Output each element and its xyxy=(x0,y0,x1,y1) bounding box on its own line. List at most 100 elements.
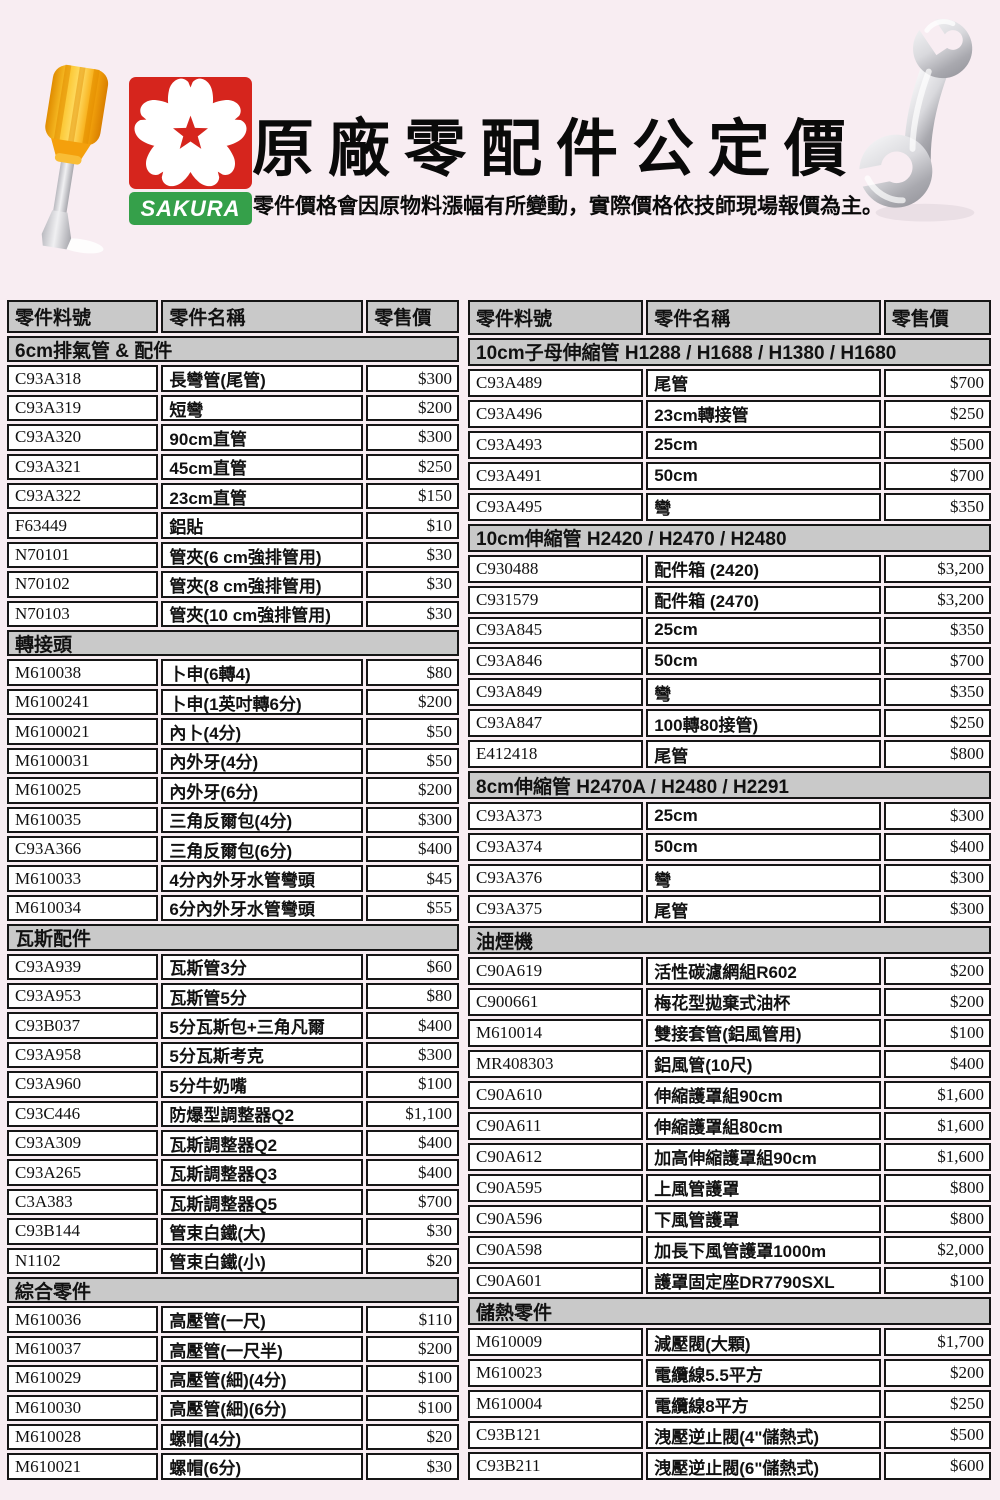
part-name-cell: 瓦斯管5分 xyxy=(161,982,364,1010)
part-number-cell: C93A373 xyxy=(468,802,644,831)
price-cell: $350 xyxy=(883,678,991,707)
part-name-cell: 23cm直管 xyxy=(161,483,364,510)
table-header-row: 零件料號 零件名稱 零售價 xyxy=(468,300,991,335)
part-name-cell: 23cm轉接管 xyxy=(646,399,881,428)
section-title: 儲熱零件 xyxy=(468,1297,991,1326)
part-number-cell: M610021 xyxy=(7,1453,159,1480)
table-row: C90A596 下風管護罩 $800 xyxy=(468,1204,991,1233)
price-cell: $300 xyxy=(883,802,991,831)
part-number-cell: C93B144 xyxy=(7,1218,159,1245)
part-number-cell: C93A953 xyxy=(7,982,159,1010)
price-cell: $350 xyxy=(883,616,991,645)
price-cell: $200 xyxy=(883,1359,991,1388)
table-row: C93A953 瓦斯管5分 $80 xyxy=(7,982,459,1010)
table-row: C90A612 加高伸縮護罩組90cm $1,600 xyxy=(468,1142,991,1171)
table-row: M610035 三角反爾包(4分) $300 xyxy=(7,806,459,833)
table-row: C93B121 洩壓逆止閥(4"儲熱式) $500 xyxy=(468,1421,991,1450)
table-row: M610034 6分內外牙水管彎頭 $55 xyxy=(7,894,459,922)
part-name-cell: 5分瓦斯考克 xyxy=(161,1041,364,1069)
part-number-cell: M610033 xyxy=(7,865,159,892)
part-name-cell: 尾管 xyxy=(646,740,881,769)
price-cell: $80 xyxy=(366,982,459,1010)
section-header-row: 綜合零件 xyxy=(7,1277,459,1304)
table-row: M610004 電纜線8平方 $250 xyxy=(468,1390,991,1419)
price-cell: $20 xyxy=(366,1424,459,1451)
part-name-cell: 防爆型調整器Q2 xyxy=(161,1100,364,1127)
price-cell: $300 xyxy=(883,895,991,924)
section-header-row: 10cm伸縮管 H2420 / H2470 / H2480 xyxy=(468,523,991,552)
section-title: 8cm伸縮管 H2470A / H2480 / H2291 xyxy=(468,771,991,800)
part-number-cell: C93A318 xyxy=(7,365,159,392)
price-cell: $700 xyxy=(366,1188,459,1216)
part-number-cell: M6100241 xyxy=(7,688,159,716)
part-name-cell: 100轉80接管) xyxy=(646,709,881,738)
table-row: C3A383 瓦斯調整器Q5 $700 xyxy=(7,1188,459,1216)
price-cell: $800 xyxy=(883,1204,991,1233)
table-row: N70103 管夾(10 cm強排管用) $30 xyxy=(7,600,459,628)
table-row: C90A595 上風管護罩 $800 xyxy=(468,1173,991,1202)
table-row: E412418 尾管 $800 xyxy=(468,740,991,769)
table-row: M610014 雙接套管(鋁風管用) $100 xyxy=(468,1018,991,1047)
part-name-cell: 管束白鐵(小) xyxy=(161,1247,364,1275)
price-cell: $30 xyxy=(366,1453,459,1480)
table-row: C93A265 瓦斯調整器Q3 $400 xyxy=(7,1159,459,1186)
part-name-cell: 電纜線5.5平方 xyxy=(646,1359,881,1388)
part-name-cell: 高壓管(一尺) xyxy=(161,1306,364,1333)
price-cell: $30 xyxy=(366,541,459,569)
part-name-cell: 50cm xyxy=(646,461,881,490)
part-name-cell: 25cm xyxy=(646,616,881,645)
part-name-cell: 螺帽(6分) xyxy=(161,1453,364,1480)
part-number-cell: C93A958 xyxy=(7,1041,159,1069)
table-row: C93A491 50cm $700 xyxy=(468,461,991,490)
part-number-cell: C931579 xyxy=(468,585,644,614)
table-row: C90A611 伸縮護罩組80cm $1,600 xyxy=(468,1111,991,1140)
price-cell: $400 xyxy=(883,833,991,862)
part-name-cell: 活性碳濾網組R602 xyxy=(646,957,881,985)
price-cell: $500 xyxy=(883,1421,991,1450)
price-cell: $60 xyxy=(366,953,459,980)
part-name-cell: 螺帽(4分) xyxy=(161,1424,364,1451)
part-name-cell: 洩壓逆止閥(4"儲熱式) xyxy=(646,1421,881,1450)
section-title: 綜合零件 xyxy=(7,1277,459,1304)
part-number-cell: E412418 xyxy=(468,740,644,769)
part-name-cell: 尾管 xyxy=(646,368,881,397)
table-row: C93A322 23cm直管 $150 xyxy=(7,483,459,510)
part-number-cell: M610038 xyxy=(7,659,159,686)
part-name-cell: 梅花型拋棄式油杯 xyxy=(646,987,881,1016)
part-name-cell: 卜申(1英吋轉6分) xyxy=(161,688,364,716)
part-number-cell: C93A491 xyxy=(468,461,644,490)
price-cell: $10 xyxy=(366,512,459,539)
part-name-cell: 下風管護罩 xyxy=(646,1204,881,1233)
price-cell: $250 xyxy=(883,709,991,738)
part-name-cell: 瓦斯調整器Q5 xyxy=(161,1188,364,1216)
part-number-cell: C90A610 xyxy=(468,1080,644,1109)
screwdriver-icon xyxy=(41,64,109,254)
section-title: 轉接頭 xyxy=(7,630,459,657)
price-cell: $55 xyxy=(366,894,459,922)
part-name-cell: 護罩固定座DR7790SXL xyxy=(646,1266,881,1295)
part-number-cell: C93A960 xyxy=(7,1071,159,1098)
table-row: C93A366 三角反爾包(6分) $400 xyxy=(7,835,459,863)
part-number-cell: C3A383 xyxy=(7,1188,159,1216)
part-name-cell: 減壓閥(大顆) xyxy=(646,1328,881,1357)
page-subtitle: 零件價格會因原物料漲幅有所變動，實際價格依技師現場報價為主。 xyxy=(253,195,883,218)
price-cell: $400 xyxy=(366,835,459,863)
table-row: C93A849 彎 $350 xyxy=(468,678,991,707)
price-cell: $45 xyxy=(366,865,459,892)
part-number-cell: MR408303 xyxy=(468,1049,644,1078)
price-cell: $800 xyxy=(883,740,991,769)
table-row: M610028 螺帽(4分) $20 xyxy=(7,1424,459,1451)
part-number-cell: C93A265 xyxy=(7,1159,159,1186)
table-row: C93A496 23cm轉接管 $250 xyxy=(468,399,991,428)
price-cell: $600 xyxy=(883,1452,991,1481)
part-number-cell: M610037 xyxy=(7,1335,159,1363)
part-name-cell: 管夾(8 cm強排管用) xyxy=(161,571,364,598)
page-title: 原廠零配件公定價 xyxy=(252,116,861,184)
part-name-cell: 高壓管(細)(4分) xyxy=(161,1365,364,1392)
table-row: M610029 高壓管(細)(4分) $100 xyxy=(7,1365,459,1392)
table-row: C93B037 5分瓦斯包+三角凡爾 $400 xyxy=(7,1012,459,1039)
price-cell: $250 xyxy=(883,1390,991,1419)
part-name-cell: 管束白鐵(大) xyxy=(161,1218,364,1245)
part-number-cell: M610023 xyxy=(468,1359,644,1388)
